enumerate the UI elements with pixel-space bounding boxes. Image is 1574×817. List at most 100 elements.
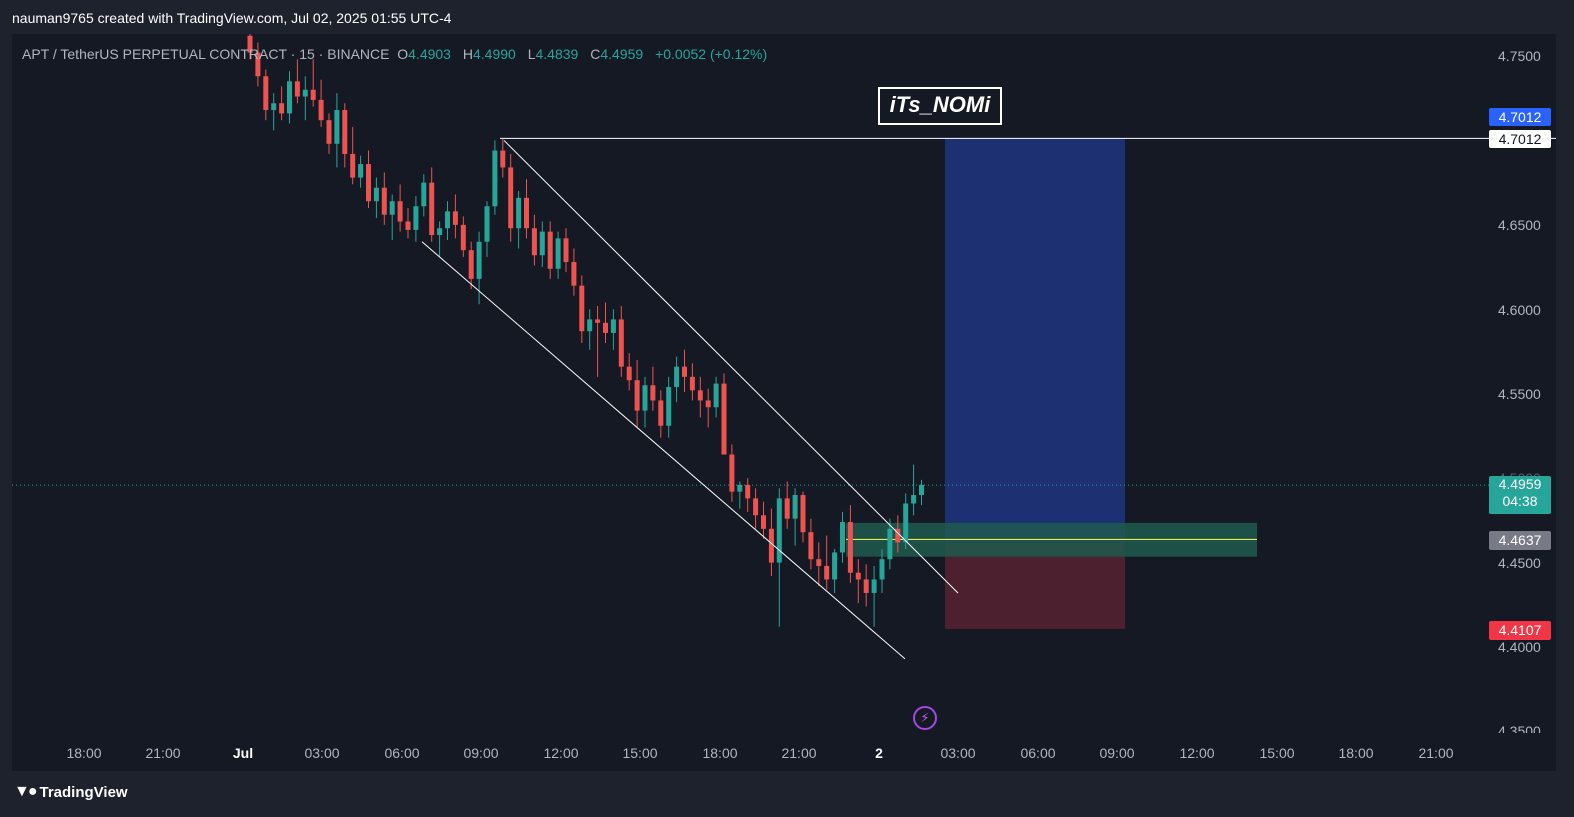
candle-body (508, 167, 514, 229)
x-tick-label: 09:00 (463, 745, 499, 761)
x-tick-label: 12:00 (543, 745, 579, 761)
candle-body (800, 495, 806, 533)
chart-area[interactable] (12, 34, 1556, 771)
candle-body (895, 528, 901, 543)
x-tick-label: 03:00 (940, 745, 976, 761)
candle-body (840, 522, 845, 553)
tradingview-brand[interactable]: ▼● TradingView (14, 783, 128, 801)
x-tick-label: 12:00 (1179, 745, 1215, 761)
candle-body (855, 572, 861, 580)
candle-body (776, 498, 782, 563)
candlestick-chart[interactable] (12, 34, 1556, 771)
candle-body (326, 120, 332, 144)
candle-body (603, 322, 608, 333)
ohlc-legend: APT / TetherUS PERPETUAL CONTRACT · 15 ·… (22, 46, 767, 62)
candle-body (318, 99, 324, 121)
y-tick-label: 4.4000 (1498, 639, 1541, 655)
candle-body (737, 484, 743, 492)
candle-body (579, 285, 585, 332)
candle-body (524, 197, 529, 229)
candle-body (468, 250, 474, 279)
x-tick-label: 21:00 (145, 745, 181, 761)
candle-body (887, 528, 893, 560)
low-label: L (527, 46, 536, 62)
lightning-icon[interactable]: ⚡ (913, 706, 937, 730)
channel-upper-line (503, 140, 959, 594)
footer-bar (0, 771, 1574, 817)
candle-body (689, 376, 695, 391)
candle-body (792, 495, 798, 519)
candle-body (531, 228, 537, 256)
candle-body (350, 153, 356, 178)
x-tick-label: 09:00 (1099, 745, 1135, 761)
target-line-tag: 4.7012 (1489, 130, 1551, 148)
candle-body (555, 238, 561, 269)
entry-price-tag: 4.4637 (1489, 531, 1551, 550)
candle-body (713, 383, 719, 408)
bar-countdown: 04:38 (1502, 493, 1538, 509)
candle-body (563, 238, 569, 263)
candle-body (279, 103, 285, 114)
candle-body (847, 522, 853, 573)
high-label: H (462, 46, 473, 62)
candle-body (761, 515, 766, 529)
candle-body (863, 579, 869, 593)
x-tick-label: Jul (232, 745, 254, 761)
candle-body (358, 164, 364, 178)
candle-body (271, 103, 277, 111)
candle-body (784, 498, 790, 519)
candle-body (618, 319, 624, 367)
x-tick-label: 06:00 (384, 745, 420, 761)
current-price-tag: 4.4959 04:38 (1489, 476, 1551, 514)
candle-body (342, 110, 348, 154)
y-tick-label: 4.7500 (1498, 48, 1541, 64)
x-tick-label: 06:00 (1020, 745, 1056, 761)
candle-body (460, 224, 466, 251)
candle-body (429, 182, 435, 235)
x-tick-label: 15:00 (1259, 745, 1295, 761)
x-tick-label: 18:00 (66, 745, 102, 761)
candle-body (397, 201, 403, 222)
candle-body (666, 386, 672, 426)
candle-body (437, 228, 443, 235)
candle-body (832, 552, 838, 580)
candle-body (413, 206, 419, 230)
candle-body (705, 400, 711, 408)
symbol-title: APT / TetherUS PERPETUAL CONTRACT · 15 ·… (22, 46, 390, 62)
candle-body (294, 81, 300, 97)
candle-body (539, 231, 545, 256)
target-price-tag: 4.7012 (1489, 108, 1551, 126)
current-price-value: 4.4959 (1498, 476, 1542, 492)
candle-body (255, 52, 261, 77)
change-value: +0.0052 (+0.12%) (655, 46, 768, 62)
channel-lower-line (421, 241, 906, 660)
candle-body (500, 150, 506, 168)
candle-body (721, 383, 727, 455)
y-tick-label: 4.5500 (1498, 386, 1541, 402)
candle-body (634, 380, 640, 411)
candle-body (626, 366, 632, 381)
high-value: 4.4990 (472, 46, 516, 62)
candle-body (571, 262, 577, 286)
candle-body (911, 495, 917, 504)
x-tick-label: 2 (875, 745, 883, 761)
candle-body (682, 366, 687, 377)
candle-body (247, 35, 253, 53)
close-value: 4.4959 (600, 46, 644, 62)
candle-body (919, 484, 924, 496)
candle-body (452, 211, 458, 225)
open-value: 4.4903 (408, 46, 451, 62)
y-tick-label: 4.6500 (1498, 217, 1541, 233)
y-tick-label: 4.4500 (1498, 555, 1541, 571)
candle-body (768, 528, 774, 563)
candle-body (871, 579, 877, 593)
candle-body (263, 76, 269, 111)
candle-body (595, 319, 601, 323)
candle-body (547, 231, 553, 269)
profit-zone (945, 138, 1125, 540)
open-label: O (397, 46, 409, 62)
x-tick-label: 15:00 (622, 745, 658, 761)
candle-body (476, 241, 482, 279)
candle-body (421, 182, 427, 207)
candle-body (879, 559, 885, 580)
